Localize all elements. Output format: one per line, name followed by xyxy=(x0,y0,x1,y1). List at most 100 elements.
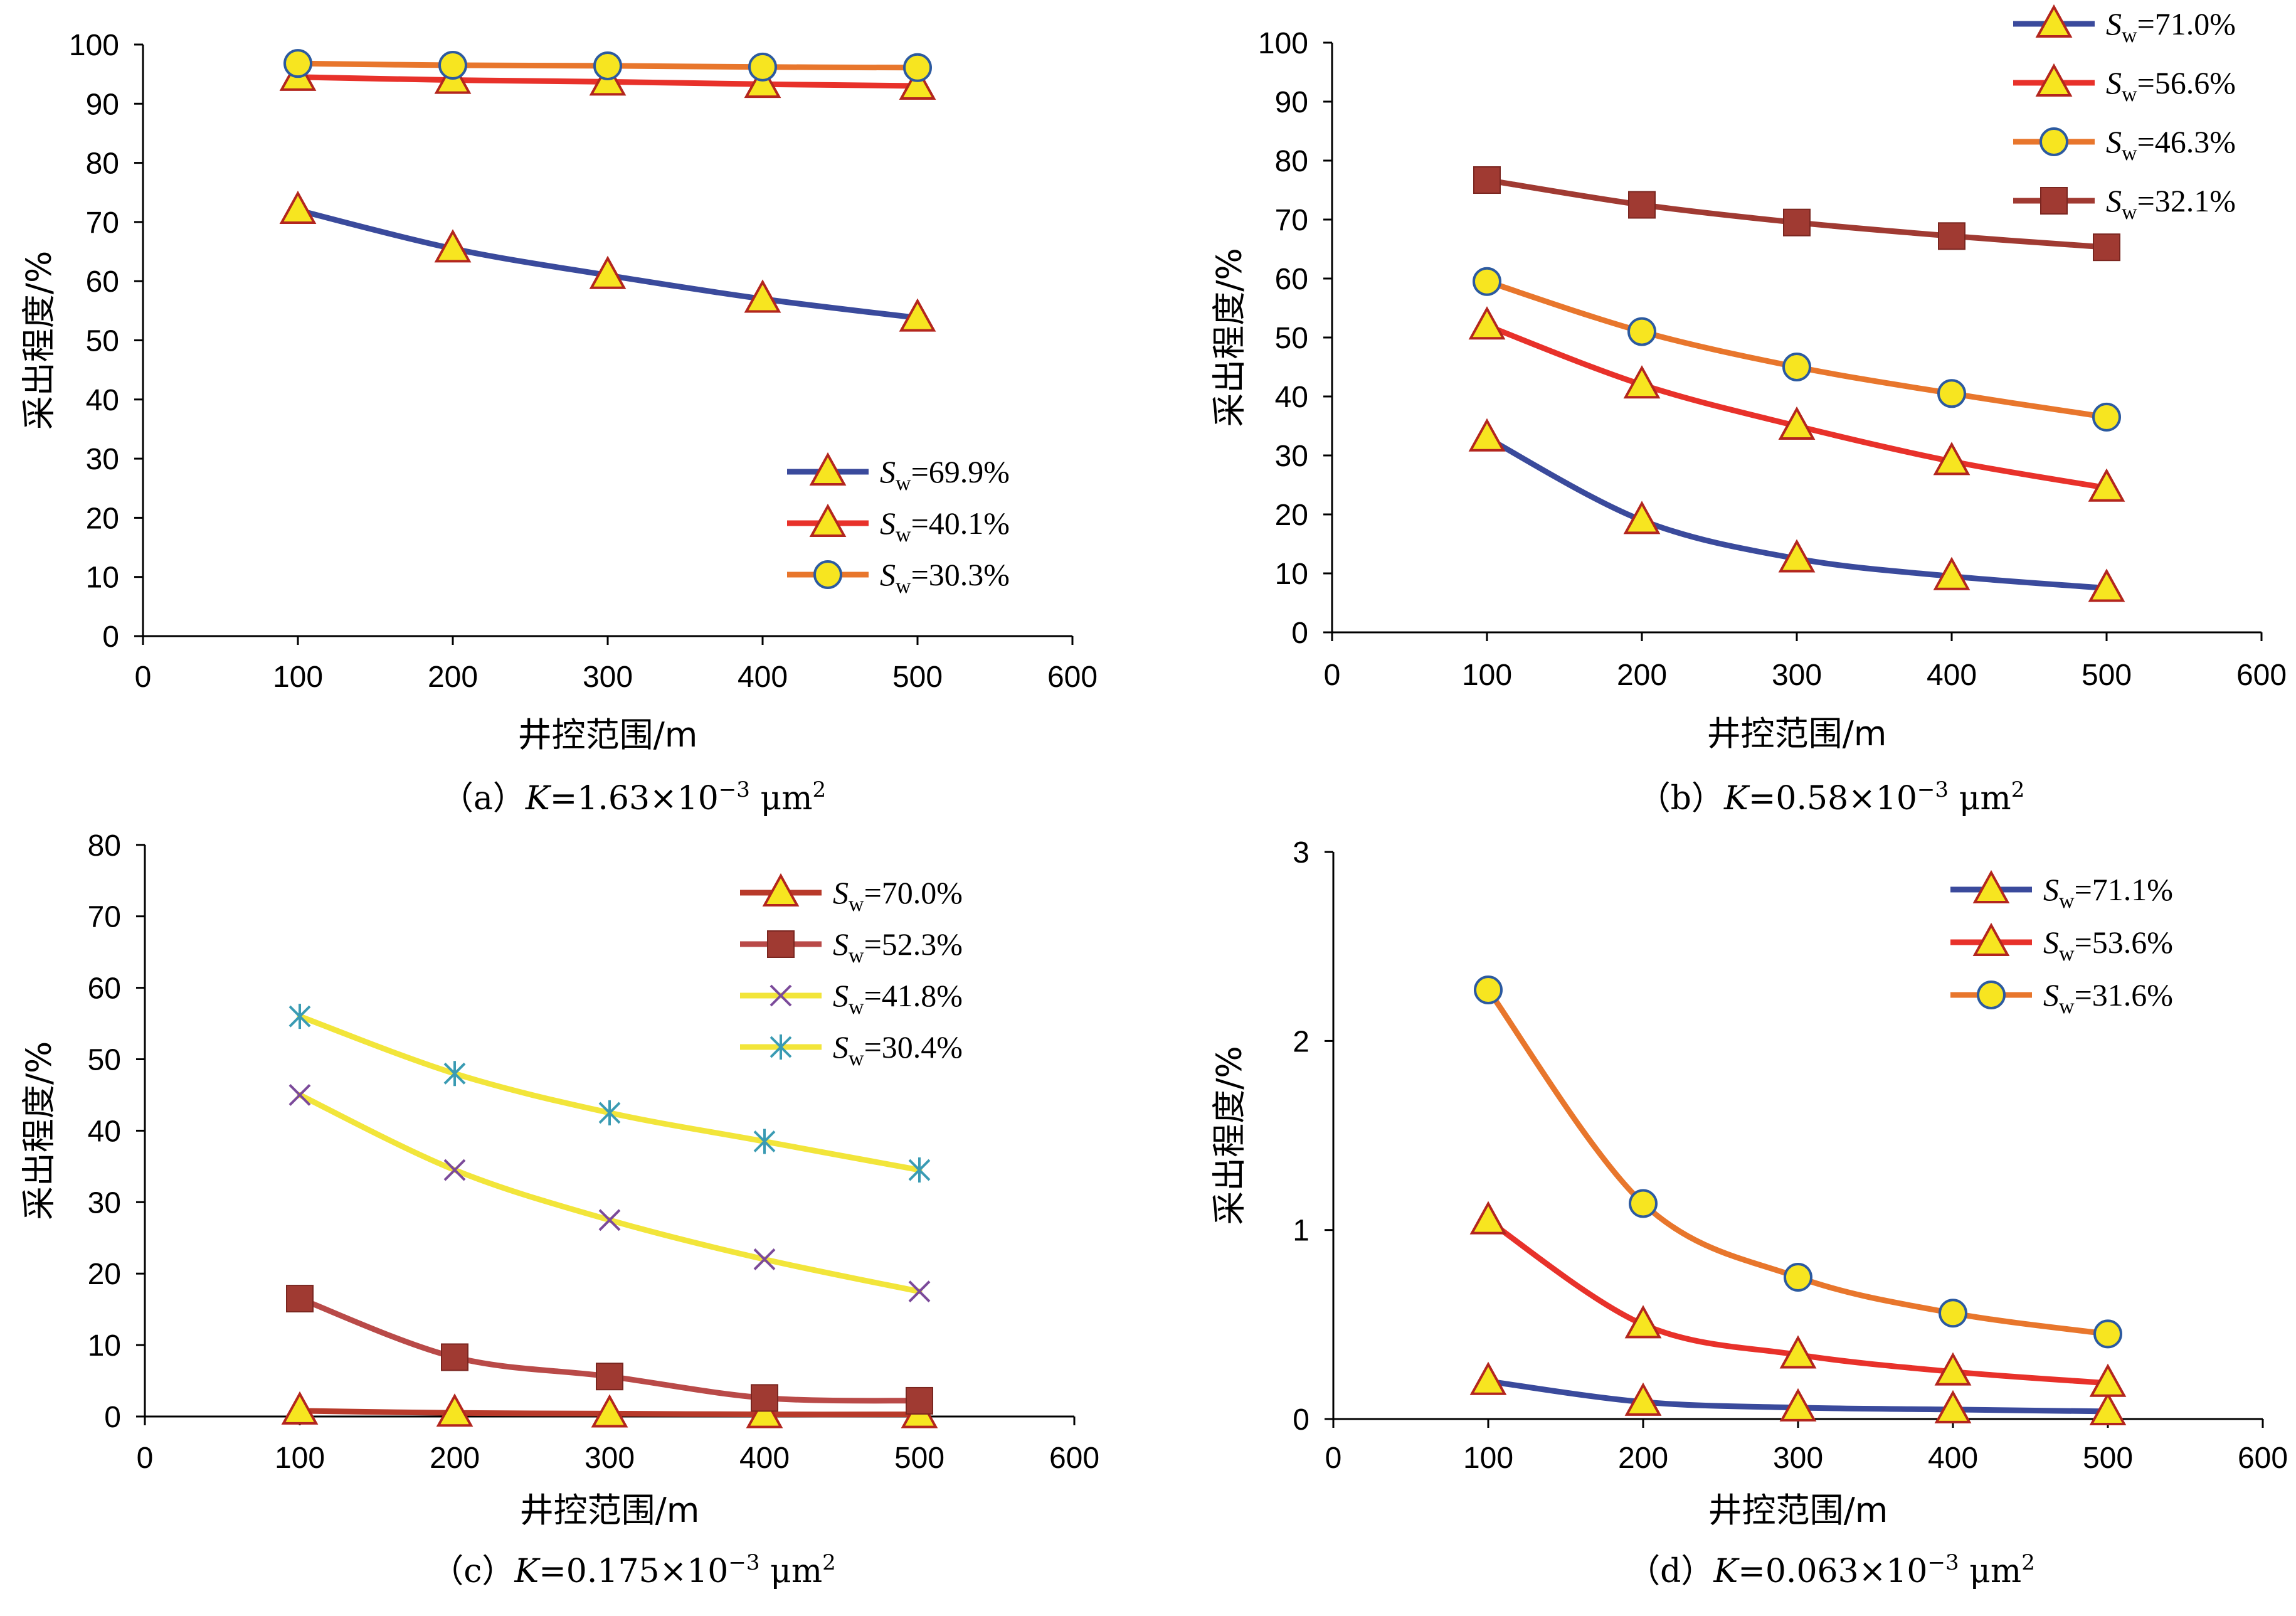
circle-marker xyxy=(1473,267,1501,296)
square-marker xyxy=(2093,233,2120,262)
triangle-marker xyxy=(744,65,781,98)
legend-sub: w xyxy=(2122,142,2137,165)
circle-marker xyxy=(1629,1189,1658,1218)
y-tick-label: 10 xyxy=(88,1329,121,1363)
legend-var: S xyxy=(2043,977,2059,1013)
circle-marker xyxy=(2039,127,2068,156)
square-marker xyxy=(596,1363,623,1391)
circle-marker xyxy=(283,49,312,78)
triangle-marker xyxy=(1624,1382,1662,1416)
triangle-marker xyxy=(1468,306,1506,340)
legend-var: S xyxy=(2106,183,2122,218)
y-tick-label: 80 xyxy=(88,829,121,863)
triangle-marker xyxy=(1623,501,1661,534)
x-axis-title: 井控范围/m xyxy=(1707,714,1887,753)
x-marker xyxy=(908,1280,931,1303)
y-tick-label: 40 xyxy=(86,384,119,417)
legend-label: Sw=31.6% xyxy=(2043,977,2173,1018)
series-line xyxy=(1484,279,2110,420)
triangle-marker xyxy=(1469,1361,1507,1395)
legend-label: Sw=71.0% xyxy=(2106,6,2236,47)
legend-label: Sw=30.4% xyxy=(833,1029,963,1070)
legend-value: =71.0% xyxy=(2137,6,2236,41)
circle-marker xyxy=(1784,1263,1812,1292)
y-tick-label: 30 xyxy=(88,1186,121,1220)
caption-unit: μm xyxy=(750,780,813,817)
triangle-marker xyxy=(1624,1305,1662,1339)
caption-var: K xyxy=(525,780,552,817)
circle-marker xyxy=(2092,402,2121,432)
legend-sub: w xyxy=(2059,942,2075,965)
legend-sub: w xyxy=(849,944,864,967)
x-tick-label: 100 xyxy=(273,661,323,694)
x-axis-title: 井控范围/m xyxy=(518,715,698,755)
x-tick-label: 200 xyxy=(430,1442,480,1475)
triangle-marker xyxy=(1934,1390,1972,1423)
y-tick-label: 10 xyxy=(86,561,119,595)
y-tick-label: 90 xyxy=(1275,86,1308,119)
triangle-marker xyxy=(2088,468,2125,502)
x-tick-label: 100 xyxy=(275,1442,325,1475)
legend-value: =46.3% xyxy=(2137,124,2236,159)
legend-var: S xyxy=(2106,124,2122,159)
circle-marker xyxy=(1937,379,1966,408)
x-tick-label: 300 xyxy=(585,1442,635,1475)
circle-marker xyxy=(593,51,622,80)
legend: Sw=71.0%Sw=56.6%Sw=46.3%Sw=32.1% xyxy=(2013,4,2236,224)
y-tick-label: 20 xyxy=(88,1258,121,1291)
y-tick-label: 2 xyxy=(1293,1025,1309,1058)
y-tick-label: 0 xyxy=(1293,1403,1309,1437)
triangle-marker xyxy=(2035,4,2073,38)
x-tick-label: 600 xyxy=(2236,659,2287,692)
x-marker xyxy=(288,1084,311,1106)
y-tick-label: 70 xyxy=(1275,204,1308,237)
y-tick-label: 60 xyxy=(86,265,119,299)
triangle-marker xyxy=(1779,1335,1817,1369)
x-tick-label: 200 xyxy=(1618,1442,1668,1475)
x-tick-label: 200 xyxy=(1617,659,1667,692)
legend-value: =70.0% xyxy=(864,875,963,910)
star-marker xyxy=(753,1129,776,1154)
series-line xyxy=(1485,987,2111,1337)
legend-label: Sw=56.6% xyxy=(2106,65,2236,106)
y-tick-label: 80 xyxy=(86,147,119,181)
x-tick-label: 0 xyxy=(1325,1442,1342,1475)
circle-marker xyxy=(2093,1319,2122,1349)
legend: Sw=70.0%Sw=52.3%Sw=41.8%Sw=30.4% xyxy=(740,873,963,1070)
y-tick-label: 20 xyxy=(1275,499,1308,532)
triangle-marker xyxy=(1972,922,2010,956)
y-axis-title: 采出程度/% xyxy=(1210,1046,1249,1225)
x-tick-label: 600 xyxy=(2238,1442,2288,1475)
triangle-marker xyxy=(899,66,936,100)
y-tick-label: 70 xyxy=(86,206,119,240)
caption-prefix: （b） xyxy=(1638,780,1724,817)
square-marker xyxy=(2040,187,2068,215)
legend-sub: w xyxy=(896,575,911,598)
star-marker xyxy=(443,1061,466,1087)
circle-marker xyxy=(903,53,932,82)
legend: Sw=71.1%Sw=53.6%Sw=31.6% xyxy=(1950,869,2173,1018)
circle-marker xyxy=(1939,1299,1967,1328)
x-tick-label: 0 xyxy=(135,661,152,694)
star-marker xyxy=(288,1004,311,1029)
caption-prefix: （a） xyxy=(441,780,526,817)
x-tick-label: 400 xyxy=(1927,659,1977,692)
y-tick-label: 40 xyxy=(88,1115,121,1148)
chart-panel-b: 0 100 200 300 400 500 600 0 10 20 30 40 50 60 70 80 90 10… xyxy=(1210,4,2287,817)
caption-unit-exp: 2 xyxy=(822,1550,836,1575)
triangle-marker xyxy=(1469,1201,1507,1235)
x-tick-label: 400 xyxy=(739,1442,790,1475)
caption-var: K xyxy=(514,1553,541,1590)
legend-sub: w xyxy=(849,893,864,916)
x-tick-label: 500 xyxy=(2083,1442,2133,1475)
legend-var: S xyxy=(880,506,896,541)
triangle-marker xyxy=(1934,1352,1972,1386)
panel-caption: （d）K=0.063×10−3 μm2 xyxy=(1627,1550,2035,1590)
legend-var: S xyxy=(833,927,849,962)
legend-label: Sw=40.1% xyxy=(880,506,1010,546)
caption-prefix: （d） xyxy=(1627,1553,1713,1590)
legend-sub: w xyxy=(2122,24,2137,47)
legend-var: S xyxy=(833,1029,849,1065)
caption-unit: μm xyxy=(1949,780,2011,817)
x-tick-label: 0 xyxy=(137,1442,154,1475)
